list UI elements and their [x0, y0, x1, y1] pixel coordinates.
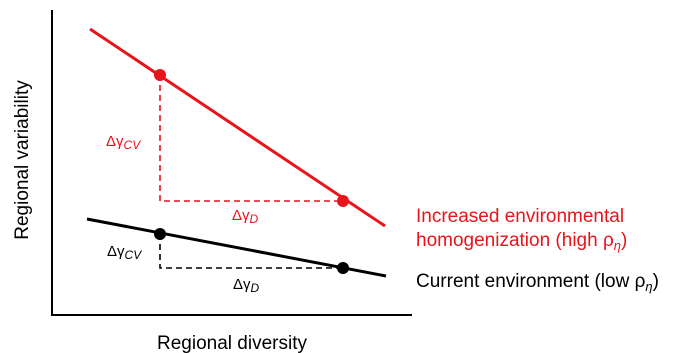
- d-subscript: D: [250, 212, 259, 226]
- delta-symbol: Δ: [233, 276, 243, 293]
- high-label-prefix: homogenization (high: [416, 230, 603, 251]
- gamma-symbol: γ: [243, 276, 251, 293]
- cv-subscript: CV: [124, 138, 142, 152]
- y-axis-label: Regional variability: [12, 80, 33, 240]
- high-label-line2: homogenization (high ρη): [416, 230, 627, 253]
- cv-subscript: CV: [125, 248, 143, 262]
- x-axis-label: Regional diversity: [157, 333, 307, 353]
- high-point-end: [337, 195, 349, 207]
- high-label-line1: Increased environmental: [416, 206, 624, 227]
- rho-symbol: ρ: [635, 271, 646, 292]
- low-label: Current environment (low ρη): [416, 271, 659, 294]
- gamma-symbol: γ: [117, 243, 125, 260]
- low-delta-gamma-d-label: ΔγD: [233, 276, 260, 295]
- low-delta-gamma-cv-label: ΔγCV: [107, 243, 142, 262]
- current-environment-line: [86, 217, 387, 278]
- rho-symbol: ρ: [603, 230, 614, 251]
- gamma-symbol: γ: [116, 133, 124, 150]
- gamma-symbol: γ: [242, 207, 250, 224]
- low-label-suffix: ): [653, 271, 659, 292]
- low-point-end: [337, 262, 349, 274]
- high-point-start: [154, 69, 166, 81]
- delta-symbol: Δ: [232, 207, 242, 224]
- high-label-suffix: ): [621, 230, 627, 251]
- high-delta-guide: [159, 75, 343, 202]
- low-delta-guide: [159, 234, 343, 269]
- low-label-prefix: Current environment (low: [416, 271, 635, 292]
- delta-symbol: Δ: [106, 133, 116, 150]
- low-point-start: [154, 228, 166, 240]
- eta-subscript: η: [614, 238, 621, 253]
- delta-symbol: Δ: [107, 243, 117, 260]
- high-homogenization-line: [89, 27, 386, 228]
- high-delta-gamma-cv-label: ΔγCV: [106, 133, 141, 152]
- high-delta-gamma-d-label: ΔγD: [232, 207, 259, 226]
- d-subscript: D: [251, 281, 260, 295]
- eta-subscript: η: [645, 279, 652, 294]
